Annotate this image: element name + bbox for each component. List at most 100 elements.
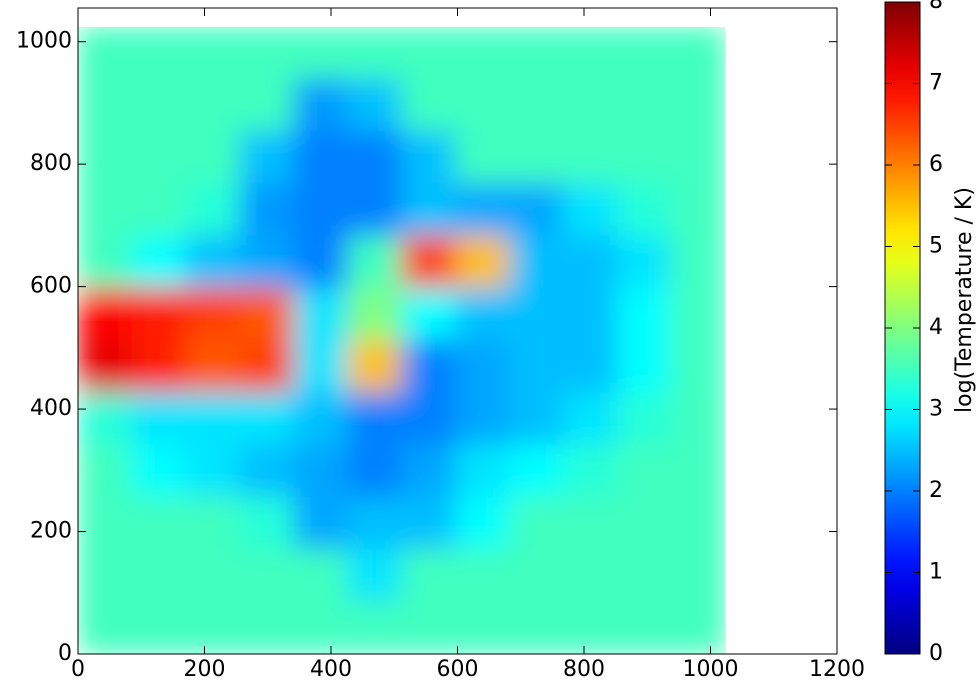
heatmap-cell xyxy=(563,339,619,394)
colorbar-tick-label: 8 xyxy=(929,0,943,14)
heatmap-cell xyxy=(131,26,187,80)
heatmap-cell xyxy=(293,287,349,341)
heatmap-cell xyxy=(455,26,511,80)
heatmap-cell xyxy=(617,601,673,654)
heatmap-cell xyxy=(509,183,565,237)
heatmap-cell xyxy=(671,392,726,446)
heatmap-cell xyxy=(671,130,726,185)
heatmap-cell xyxy=(131,339,187,394)
heatmap-cell xyxy=(617,78,673,132)
heatmap-cell xyxy=(617,130,673,185)
colorbar-tick-label: 1 xyxy=(929,560,943,585)
heatmap-cell xyxy=(78,339,133,394)
x-tick-label: 200 xyxy=(184,657,226,682)
heatmap-cell xyxy=(671,26,726,80)
heatmap-cell xyxy=(78,78,133,132)
heatmap-cell xyxy=(347,392,403,446)
heatmap-cell xyxy=(293,601,349,654)
heatmap-cell xyxy=(671,339,726,394)
colorbar-label: log(Temperature / K) xyxy=(952,187,977,413)
heatmap-cell xyxy=(509,130,565,185)
heatmap-cell xyxy=(509,444,565,498)
heatmap-cell xyxy=(509,339,565,394)
heatmap-cell xyxy=(293,548,349,603)
heatmap-cell xyxy=(239,339,295,394)
heatmap-cell xyxy=(239,444,295,498)
heatmap-cell xyxy=(509,548,565,603)
heatmap-cell xyxy=(185,130,241,185)
heatmap-cell xyxy=(347,235,403,289)
x-tick-label: 1000 xyxy=(683,657,739,682)
heatmap-cell xyxy=(131,392,187,446)
heatmap-cell xyxy=(293,444,349,498)
heatmap-cell xyxy=(239,235,295,289)
heatmap-cell xyxy=(131,130,187,185)
heatmap-cell xyxy=(239,601,295,654)
heatmap-cell xyxy=(131,235,187,289)
heatmap-cell xyxy=(671,235,726,289)
heatmap-cell xyxy=(617,287,673,341)
heatmap-cell xyxy=(78,444,133,498)
heatmap-cell xyxy=(131,548,187,603)
heatmap-cell xyxy=(617,339,673,394)
y-tick-label: 200 xyxy=(30,519,72,544)
heatmap-cell xyxy=(293,26,349,80)
colorbar-tick-label: 2 xyxy=(929,478,943,503)
heatmap-cell xyxy=(617,444,673,498)
heatmap-cell xyxy=(671,287,726,341)
heatmap-cell xyxy=(455,130,511,185)
heatmap-cell xyxy=(347,548,403,603)
heatmap-cell xyxy=(78,392,133,446)
heatmap-cell xyxy=(347,444,403,498)
heatmap-cell xyxy=(401,78,457,132)
heatmap-cell xyxy=(347,339,403,394)
heatmap-cell xyxy=(347,78,403,132)
y-tick-label: 800 xyxy=(30,151,72,176)
heatmap-cell xyxy=(78,287,133,341)
x-tick-label: 800 xyxy=(563,657,605,682)
heatmap-cell xyxy=(78,235,133,289)
heatmap-cell xyxy=(401,601,457,654)
heatmap-cell xyxy=(401,496,457,550)
heatmap-cell xyxy=(671,496,726,550)
heatmap-cell xyxy=(401,392,457,446)
heatmap-cell xyxy=(131,183,187,237)
heatmap-cell xyxy=(347,601,403,654)
heatmap-cell xyxy=(617,496,673,550)
heatmap-image xyxy=(78,26,726,654)
heatmap-cell xyxy=(78,26,133,80)
heatmap-cell xyxy=(671,183,726,237)
heatmap-cell xyxy=(131,444,187,498)
heatmap-cell xyxy=(455,339,511,394)
heatmap-cell xyxy=(185,287,241,341)
heatmap-cell xyxy=(617,26,673,80)
colorbar-tick-label: 7 xyxy=(929,71,943,96)
heatmap-cell xyxy=(347,183,403,237)
heatmap-cell xyxy=(293,235,349,289)
heatmap-cell xyxy=(401,26,457,80)
heatmap-cell xyxy=(671,601,726,654)
heatmap-cell xyxy=(401,235,457,289)
heatmap-cell xyxy=(563,392,619,446)
heatmap-cell xyxy=(563,235,619,289)
heatmap-cell xyxy=(293,392,349,446)
colorbar-tick-label: 5 xyxy=(929,234,943,259)
heatmap-cell xyxy=(563,287,619,341)
heatmap-cell xyxy=(671,548,726,603)
heatmap-cell xyxy=(78,496,133,550)
heatmap-cell xyxy=(509,496,565,550)
heatmap-cell xyxy=(563,548,619,603)
heatmap-cell xyxy=(185,601,241,654)
heatmap-cell xyxy=(509,601,565,654)
y-tick-label: 400 xyxy=(30,396,72,421)
heatmap-cell xyxy=(78,548,133,603)
x-tick-label: 600 xyxy=(437,657,479,682)
heatmap-cell xyxy=(563,183,619,237)
heatmap-cell xyxy=(185,496,241,550)
heatmap-cell xyxy=(401,130,457,185)
heatmap-cell xyxy=(347,26,403,80)
heatmap-cell xyxy=(671,444,726,498)
colorbar-tick-label: 3 xyxy=(929,397,943,422)
heatmap-cell xyxy=(455,548,511,603)
heatmap-cell xyxy=(617,235,673,289)
